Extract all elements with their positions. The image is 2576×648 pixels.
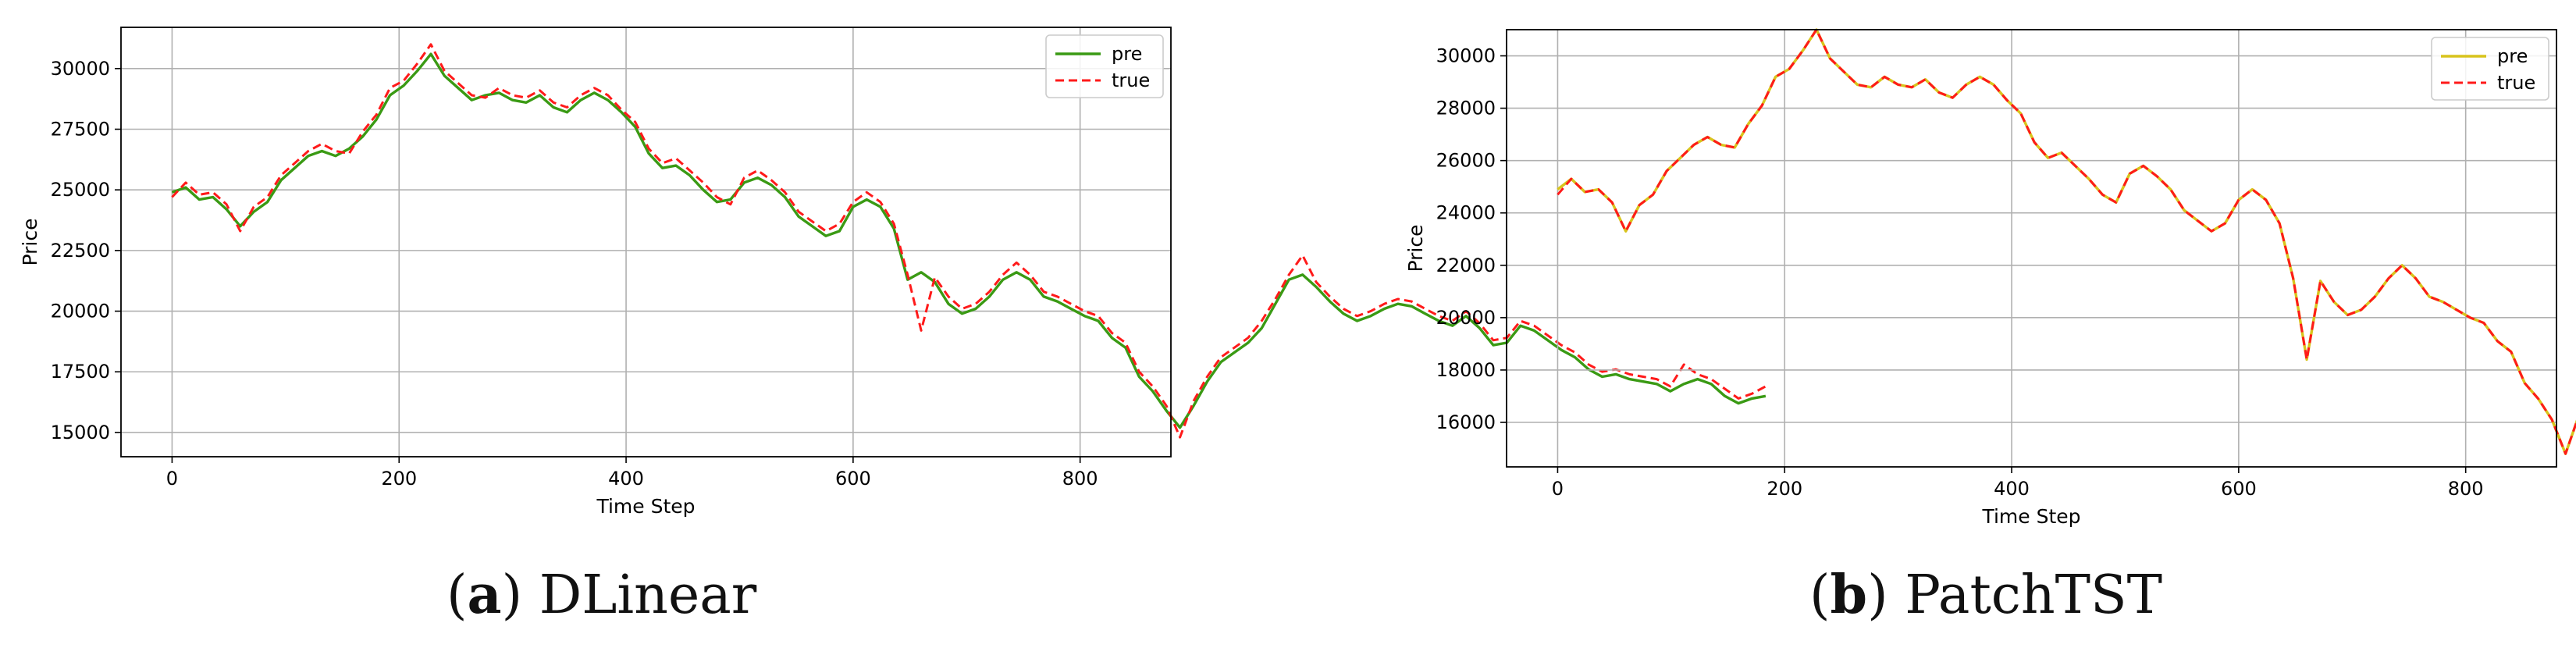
x-tick-label: 400 bbox=[1994, 478, 2030, 500]
y-tick-label: 20000 bbox=[51, 301, 110, 322]
y-tick-label: 30000 bbox=[1436, 45, 1496, 67]
series-line-true bbox=[1557, 28, 2576, 455]
plot-frame bbox=[120, 27, 1172, 458]
x-tick-label: 800 bbox=[2448, 478, 2484, 500]
legend: pre true bbox=[2431, 37, 2549, 101]
x-tick-label: 400 bbox=[608, 468, 644, 490]
y-tick-label: 22000 bbox=[1436, 255, 1496, 276]
legend-label-pre: pre bbox=[1112, 43, 1142, 65]
x-axis-label: Time Step bbox=[1981, 505, 2080, 528]
x-tick-label: 0 bbox=[166, 468, 178, 490]
plot-frame bbox=[1506, 29, 2557, 468]
legend-box bbox=[2431, 37, 2549, 101]
x-tick-label: 200 bbox=[381, 468, 417, 490]
chart-panel-b: 0 200 400 600 800 16000 18000 20000 22000 24000 26… bbox=[1404, 28, 2576, 528]
y-axis-label: Price bbox=[1404, 225, 1427, 272]
y-tick-label: 18000 bbox=[1436, 359, 1496, 381]
legend-label-true: true bbox=[1112, 69, 1150, 91]
legend-label-pre: pre bbox=[2497, 45, 2528, 67]
legend-box bbox=[1045, 34, 1164, 98]
series-line-pre bbox=[171, 52, 1767, 429]
y-tick-label: 25000 bbox=[51, 179, 110, 201]
y-tick-label: 22500 bbox=[51, 240, 110, 262]
series-line-pre bbox=[1557, 28, 2576, 455]
chart-panel-a: 0 200 400 600 800 15000 17500 20000 22500 25000 27… bbox=[19, 27, 1767, 518]
legend: pre true bbox=[1045, 34, 1164, 98]
caption-a: (a) DLinear bbox=[447, 564, 757, 626]
y-tick-label: 30000 bbox=[51, 58, 110, 80]
x-axis-label: Time Step bbox=[596, 495, 695, 518]
y-tick-label: 17500 bbox=[51, 361, 110, 383]
y-tick-label: 26000 bbox=[1436, 150, 1496, 172]
caption-b-text: PatchTST bbox=[1905, 564, 2162, 626]
y-tick-label: 27500 bbox=[51, 119, 110, 141]
caption-b-label: b bbox=[1830, 564, 1868, 626]
caption-a-label: a bbox=[467, 564, 502, 626]
x-tick-label: 800 bbox=[1062, 468, 1098, 490]
y-tick-label: 24000 bbox=[1436, 202, 1496, 224]
y-tick-label: 28000 bbox=[1436, 98, 1496, 119]
y-axis-label: Price bbox=[19, 219, 41, 266]
series-line-true bbox=[171, 43, 1767, 439]
y-tick-label: 16000 bbox=[1436, 411, 1496, 433]
x-tick-label: 600 bbox=[2221, 478, 2257, 500]
caption-b: (b) PatchTST bbox=[1809, 564, 2162, 626]
y-tick-label: 15000 bbox=[51, 422, 110, 443]
x-tick-label: 200 bbox=[1767, 478, 1802, 500]
x-tick-label: 0 bbox=[1552, 478, 1564, 500]
x-tick-label: 600 bbox=[835, 468, 871, 490]
caption-a-text: DLinear bbox=[539, 564, 757, 626]
legend-label-true: true bbox=[2497, 72, 2535, 94]
y-tick-label: 20000 bbox=[1436, 307, 1496, 329]
